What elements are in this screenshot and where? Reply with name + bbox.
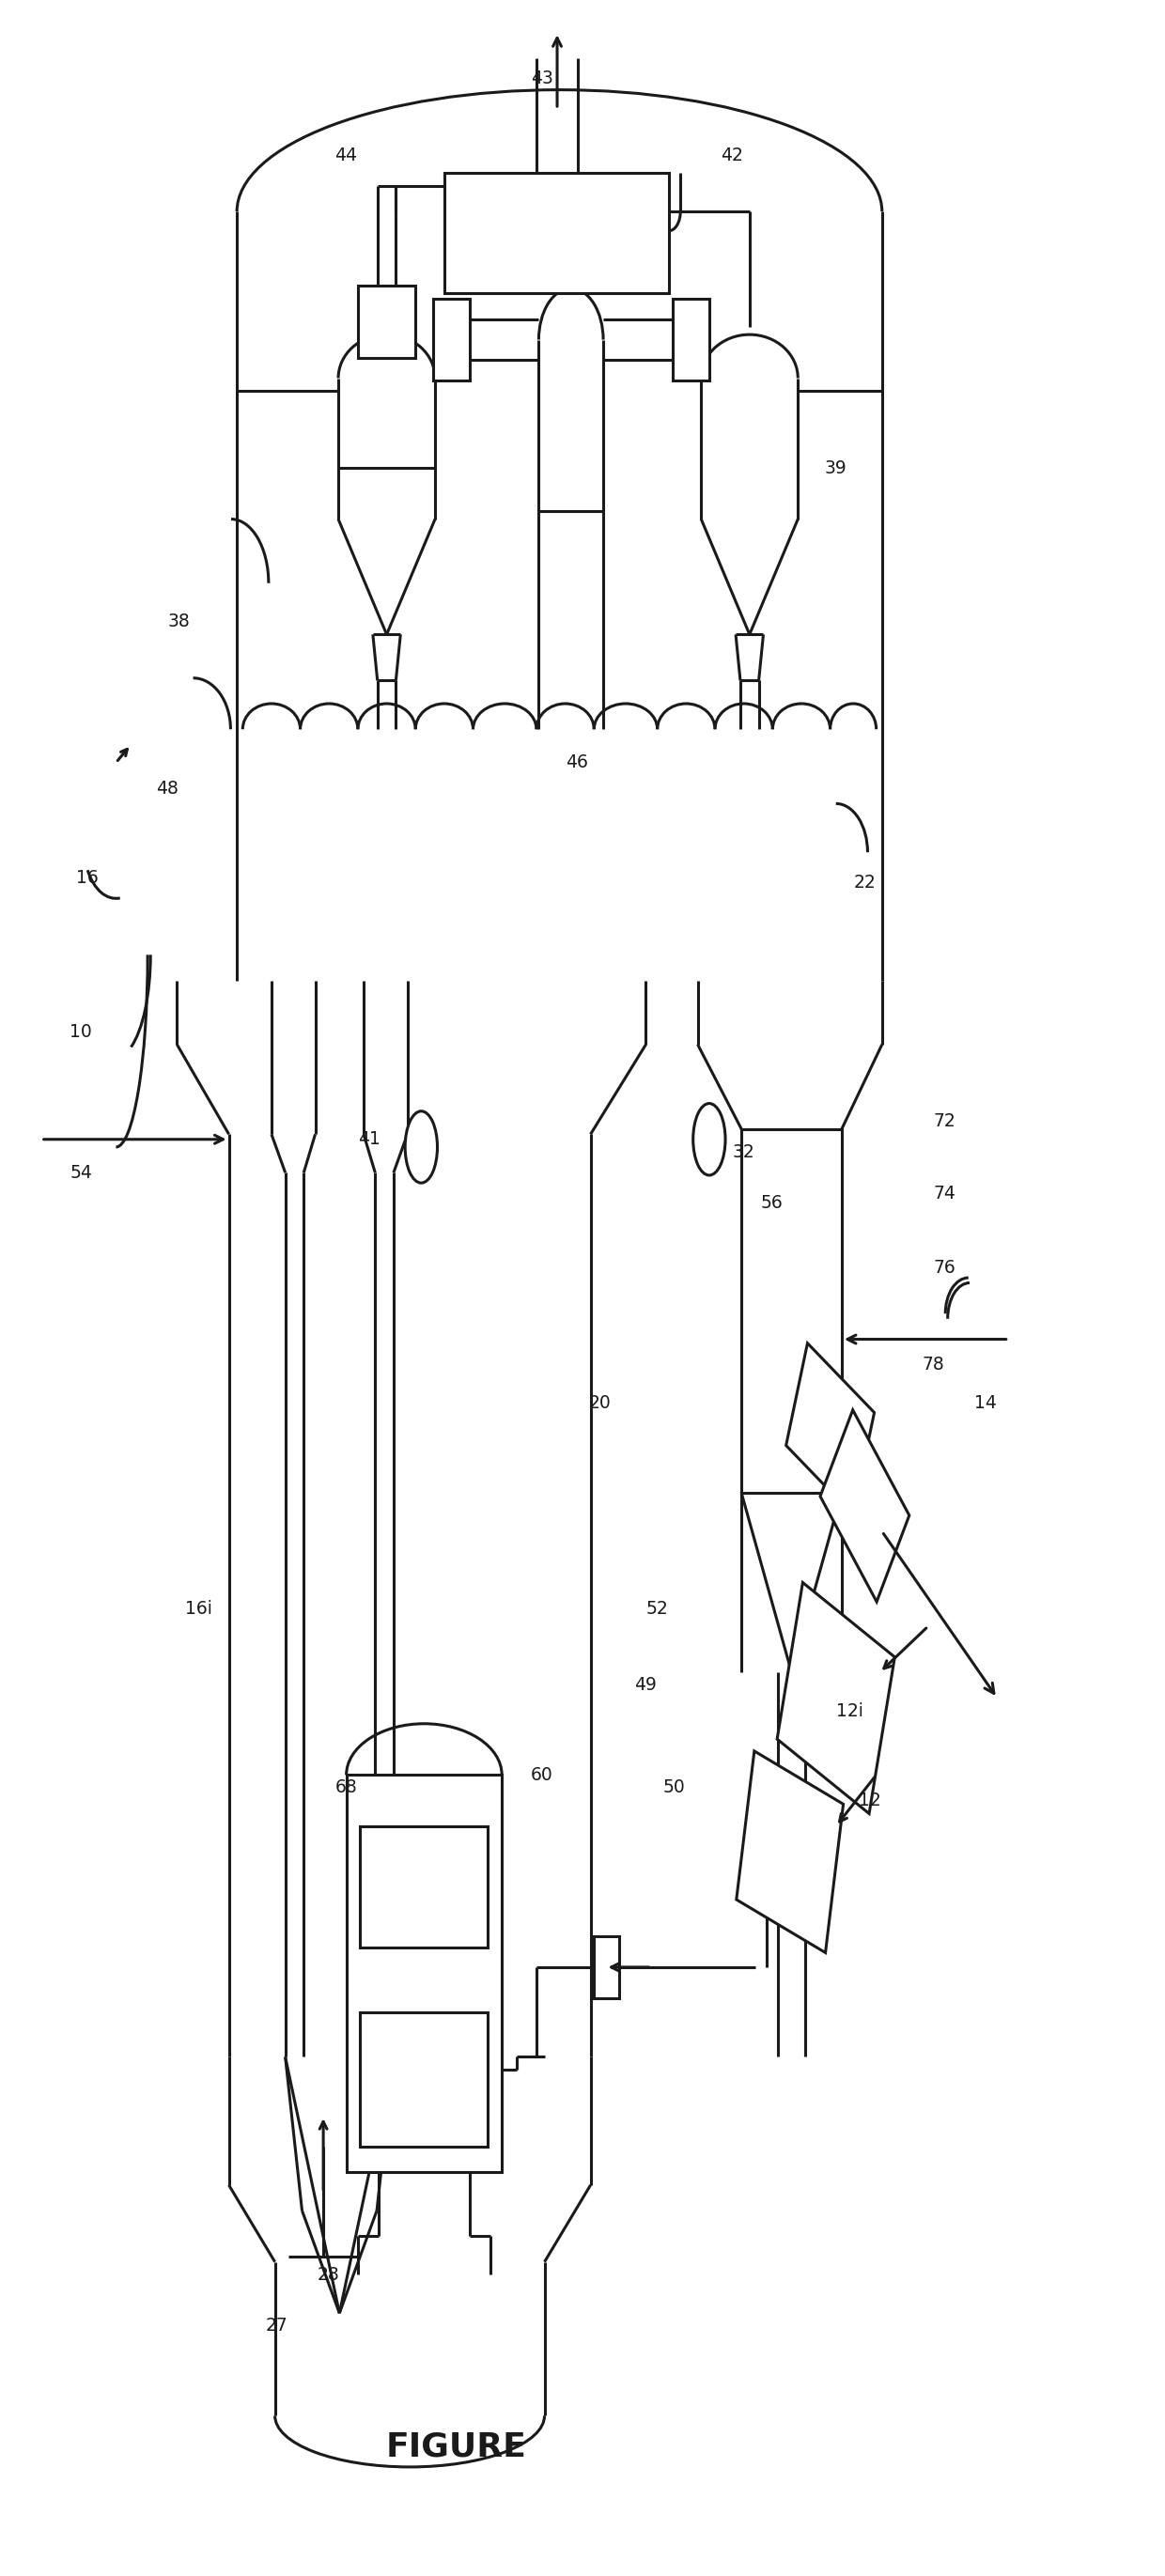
Text: 78: 78 [923,1355,945,1373]
Bar [672,299,709,381]
Text: 76: 76 [934,1260,956,1278]
Bar [360,2012,488,2146]
Text: 44: 44 [334,147,358,165]
Text: 14: 14 [974,1394,996,1412]
Bar [360,1826,488,1947]
Text: 43: 43 [531,70,553,88]
Text: 10: 10 [70,1023,92,1041]
Text: 39: 39 [825,459,847,477]
Text: 27: 27 [266,2316,288,2334]
Polygon shape [736,1752,843,1953]
Text: 48: 48 [156,781,178,796]
Polygon shape [820,1409,909,1602]
Text: 42: 42 [721,147,743,165]
Text: 16: 16 [76,868,98,886]
Bar [594,1937,620,1999]
Text: 74: 74 [934,1185,956,1203]
Text: 16i: 16i [185,1600,212,1618]
Text: 12: 12 [859,1793,881,1808]
Text: 41: 41 [358,1131,380,1149]
Text: 38: 38 [168,613,190,631]
Text: 60: 60 [531,1767,553,1785]
Polygon shape [777,1582,895,1814]
Text: 50: 50 [663,1780,685,1795]
Bar [741,1128,841,1494]
Text: 46: 46 [565,755,587,773]
Text: 49: 49 [634,1677,657,1695]
Text: 20: 20 [588,1394,610,1412]
Circle shape [693,1103,726,1175]
Text: 56: 56 [761,1195,783,1213]
Text: 32: 32 [733,1144,755,1162]
Bar [432,299,469,381]
Text: 68: 68 [334,1780,358,1795]
Bar [444,173,669,294]
Text: 52: 52 [645,1600,669,1618]
Text: 22: 22 [853,873,876,891]
Text: 54: 54 [70,1164,92,1182]
Text: 72: 72 [934,1113,956,1131]
Text: 28: 28 [318,2267,340,2285]
Polygon shape [786,1342,874,1515]
Text: 12i: 12i [836,1703,863,1721]
Text: FIGURE: FIGURE [386,2432,527,2463]
Bar [346,1775,502,2172]
Bar [358,286,416,358]
Circle shape [405,1110,437,1182]
